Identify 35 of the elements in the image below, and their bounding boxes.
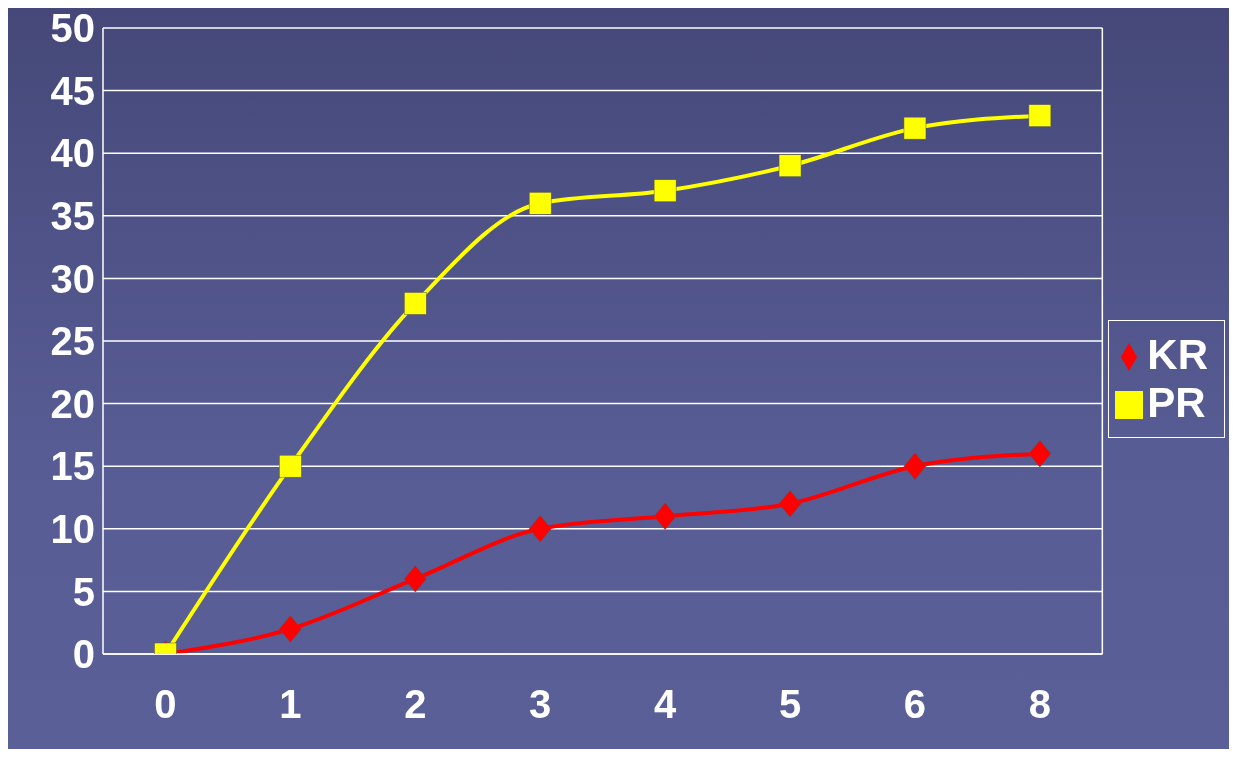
- x-tick-label: 0: [154, 682, 177, 727]
- point: [653, 502, 677, 530]
- point: [404, 292, 427, 315]
- point: [1028, 440, 1052, 468]
- x-tick-label: 8: [1028, 682, 1051, 727]
- y-tick-label: 20: [50, 381, 95, 426]
- y-tick-label: 0: [72, 632, 95, 677]
- point: [653, 179, 677, 203]
- y-tick-label: 5: [72, 569, 95, 614]
- x-tick-label: 5: [778, 682, 802, 727]
- point: [778, 490, 802, 518]
- y-tick-label: 35: [50, 194, 95, 238]
- point: [778, 154, 802, 177]
- point: [404, 565, 427, 593]
- legend-label: KR: [1147, 330, 1208, 378]
- y-tick-label: 50: [50, 6, 95, 51]
- y-tick-label: 40: [50, 131, 95, 176]
- point: [279, 615, 302, 643]
- point: [279, 454, 302, 478]
- x-tick-label: 1: [279, 682, 302, 727]
- point: [1028, 104, 1052, 127]
- y-tick-label: 15: [50, 444, 95, 489]
- y-tick-label: 45: [50, 68, 95, 113]
- point: [528, 515, 552, 543]
- x-tick-label: 4: [654, 682, 677, 727]
- point: [528, 192, 552, 215]
- legend-label: PR: [1147, 378, 1206, 426]
- y-tick-label: 10: [50, 507, 95, 551]
- x-tick-label: 2: [404, 682, 427, 727]
- point: [903, 116, 927, 140]
- y-tick-label: 30: [50, 256, 95, 301]
- x-tick-label: 3: [529, 682, 552, 727]
- x-tick-label: 6: [903, 682, 927, 727]
- y-tick-label: 25: [50, 319, 95, 364]
- point: [903, 452, 927, 480]
